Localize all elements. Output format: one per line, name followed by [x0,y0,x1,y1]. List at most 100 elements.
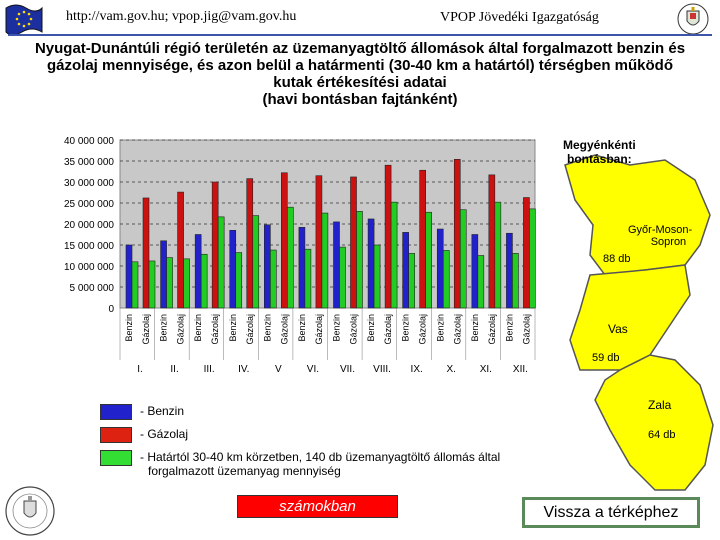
bar [459,209,467,309]
bar [350,176,357,309]
bar [246,178,254,309]
bar [321,212,329,309]
legend-border-line-1: - Határtól 30-40 km körzetben, 140 db üz… [140,450,501,464]
bar [217,216,225,309]
page-title: Nyugat-Dunántúli régió területén az üzem… [4,40,716,108]
x-category-label: XI. [480,364,492,375]
bar [333,221,340,309]
title-line-2: gázolaj mennyisége, és azon belül a hatá… [46,57,673,74]
bar [229,230,237,309]
crest-icon [677,3,709,35]
x-category-label: V [275,364,282,375]
map-heading-line-2: bontásban: [567,152,632,166]
bar [408,253,415,309]
header-divider [8,34,712,36]
region-name-gyor: Győr-Moson- [628,224,693,236]
bar [339,246,346,309]
eu-flag-logo [5,4,43,36]
bar [494,201,502,309]
bar-label: Benzin [124,314,134,342]
legend-border-line-2: forgalmazott üzemanyag mennyiség [148,464,341,478]
bar [177,191,184,309]
back-to-map-button[interactable]: Vissza a térképhez [522,497,700,528]
bar-label: Benzin [366,314,376,342]
region-count-vas: 59 db [592,352,620,364]
bar-label: Gázolaj [314,314,324,345]
legend-label-gazolaj: - Gázolaj [140,427,189,441]
bar [125,244,133,309]
bar-label: Benzin [401,314,411,342]
bar [264,224,271,309]
region-name-gyor-2: Sopron [650,236,687,248]
bar-label: Gázolaj [141,314,151,345]
y-tick-label: 10 000 000 [64,262,114,273]
bar [529,208,536,309]
bar-label: Gázolaj [452,314,462,345]
title-line-4: (havi bontásban fajtánként) [262,91,458,108]
bar [281,172,288,309]
bar [523,197,530,309]
bar [287,206,294,309]
map-region-zala [594,354,714,491]
bar [131,261,139,309]
bar [315,175,323,309]
numbers-button[interactable]: számokban [237,495,398,518]
x-category-label: VII. [340,364,355,375]
region-count-gyor: 88 db [603,253,631,265]
bar-label: Gázolaj [210,314,220,345]
y-tick-label: 35 000 000 [64,157,114,168]
x-category-label: IX. [411,364,423,375]
bar [304,248,312,309]
y-tick-label: 20 000 000 [64,220,114,231]
y-tick-label: 25 000 000 [64,199,114,210]
x-category-label: VI. [307,364,319,375]
region-name-vas: Vas [608,322,628,336]
county-map [564,154,714,491]
official-seal-logo [5,486,55,536]
map-region-vas [569,264,691,371]
bar [200,253,208,309]
bar-label: Benzin [159,314,169,342]
bar [142,197,150,309]
bar-label: Gázolaj [245,314,255,345]
bar [488,174,496,309]
y-tick-label: 0 [108,304,114,315]
bar-chart: 0 5 000 000 10 000 000 15 000 000 20 000 000… [64,136,536,375]
bar [373,244,381,309]
bar [390,201,398,309]
bar [471,234,479,309]
bar-label: Benzin [297,314,307,342]
header-organization: VPOP Jövedéki Igazgatóság [440,10,599,25]
x-category-label: II. [170,364,178,375]
bar [356,211,363,309]
legend-swatch-benzin [100,404,132,420]
title-line-3: kutak értékesítési adatai [273,74,447,91]
bar [166,257,173,309]
bar [453,159,461,309]
bar-label: Benzin [435,314,445,342]
header-contact: http://vam.gov.hu; vpop.jig@vam.gov.hu [66,9,297,24]
map-heading-line-1: Megyénkénti [563,138,636,152]
title-line-1: Nyugat-Dunántúli régió területén az üzem… [34,40,686,57]
bar [211,181,219,309]
legend-swatch-gazolaj [100,427,132,443]
bar [148,260,156,309]
bar-label: Benzin [504,314,514,342]
x-category-label: X. [447,364,456,375]
bar-label: Gázolaj [418,314,428,345]
x-category-label: XII. [513,364,528,375]
bar-label: Benzin [470,314,480,342]
bar [512,253,519,309]
region-label-gyor: Győr-Moson- Sopron [628,224,692,248]
bar [419,169,426,309]
bar [270,249,277,309]
bar [194,234,202,309]
bar-label: Gázolaj [383,314,393,345]
bar-label: Gázolaj [176,314,186,345]
bar [252,215,260,309]
bar-label: Benzin [262,314,272,342]
bar [506,232,513,309]
bar-label: Gázolaj [487,314,497,345]
bar-label: Gázolaj [279,314,289,345]
y-tick-label: 30 000 000 [64,178,114,189]
